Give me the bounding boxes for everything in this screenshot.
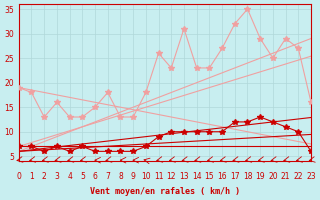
X-axis label: Vent moyen/en rafales ( km/h ): Vent moyen/en rafales ( km/h ) (90, 187, 240, 196)
